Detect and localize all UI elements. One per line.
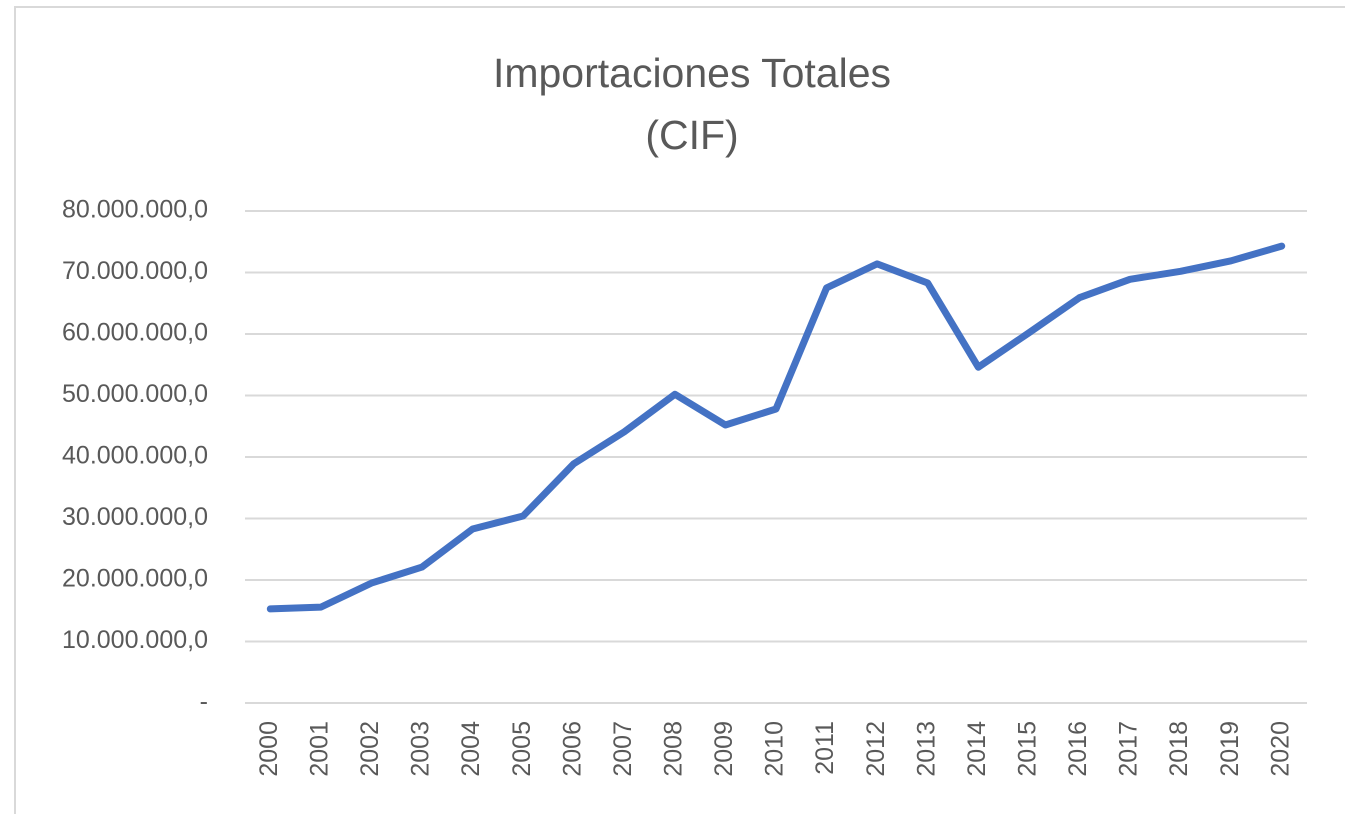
x-tick-label: 2010 [761, 721, 789, 777]
x-tick-label: 2005 [508, 721, 536, 777]
x-tick-label: 2006 [558, 721, 586, 777]
y-tick-label: 10.000.000,0 [62, 626, 208, 654]
x-tick-label: 2020 [1266, 721, 1294, 777]
y-tick-label: 70.000.000,0 [62, 257, 208, 285]
x-tick-label: 2014 [963, 721, 991, 777]
x-tick-label: 2000 [255, 721, 283, 777]
x-tick-label: 2012 [862, 721, 890, 777]
x-tick-label: 2018 [1165, 721, 1193, 777]
x-tick-label: 2001 [305, 721, 333, 777]
x-tick-label: 2004 [457, 721, 485, 777]
chart-title: Importaciones Totales (CIF) [492, 50, 892, 158]
x-tick-label: 2003 [407, 721, 435, 777]
x-tick-label: 2011 [811, 721, 839, 775]
y-tick-label: 20.000.000,0 [62, 565, 208, 593]
chart-frame [14, 6, 1345, 814]
y-tick-label: 40.000.000,0 [62, 442, 208, 470]
x-tick-label: 2019 [1216, 721, 1244, 777]
y-tick-label: 60.000.000,0 [62, 319, 208, 347]
y-tick-label: - [200, 688, 208, 716]
x-tick-label: 2002 [356, 721, 384, 777]
line-series [266, 242, 1286, 613]
x-tick-label: 2007 [609, 721, 637, 777]
x-tick-label: 2016 [1064, 721, 1092, 777]
y-tick-label: 30.000.000,0 [62, 503, 208, 531]
y-tick-label: 80.000.000,0 [62, 196, 208, 224]
x-tick-label: 2013 [912, 721, 940, 777]
y-tick-label: 50.000.000,0 [62, 380, 208, 408]
x-tick-label: 2015 [1013, 721, 1041, 777]
x-tick-label: 2008 [659, 721, 687, 777]
x-tick-label: 2009 [710, 721, 738, 777]
x-tick-label: 2017 [1115, 721, 1143, 777]
